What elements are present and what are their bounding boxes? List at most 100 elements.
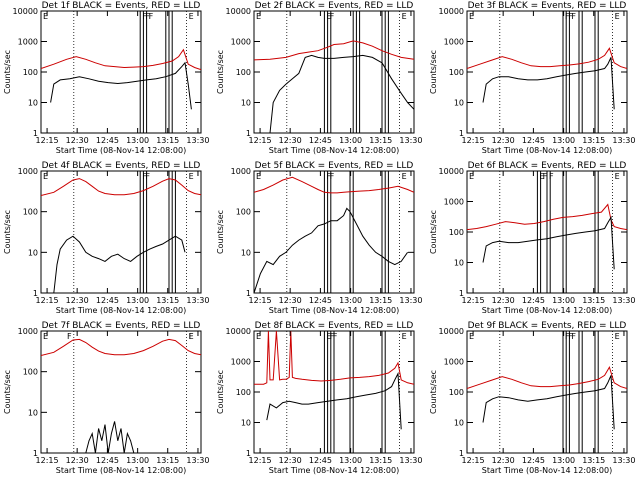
plot-frame (466, 330, 628, 454)
y-tick-label: 1 (33, 449, 38, 458)
x-axis-label: Start Time (08-Nov-14 12:08:00) (269, 146, 399, 155)
panel-title: Det 5f BLACK = Events, RED = LLD (255, 161, 414, 171)
y-axis-label: Counts/sec (3, 210, 12, 254)
bracket-label: E (189, 332, 194, 341)
x-tick-label: 12:15 (462, 296, 485, 305)
y-axis-label: Counts/sec (3, 370, 12, 414)
x-tick-label: 12:15 (36, 296, 59, 305)
y-tick-label: 1 (459, 449, 464, 458)
bracket-label: F (142, 12, 147, 21)
y-axis-label: Counts/sec (216, 210, 225, 254)
x-tick-label: 12:30 (492, 136, 515, 145)
x-tick-label: 13:00 (126, 296, 149, 305)
y-tick-label: 1000 (18, 327, 38, 336)
x-axis-label: Start Time (08-Nov-14 12:08:00) (269, 466, 399, 475)
bracket-label: E (326, 332, 331, 341)
lld-series-line (41, 178, 201, 196)
bracket-label: E (469, 12, 474, 21)
y-tick-label: 10000 (226, 7, 251, 16)
bracket-label: F (571, 12, 576, 21)
events-series-line (482, 57, 615, 110)
y-tick-label: 1000 (231, 167, 251, 176)
events-series-line (482, 375, 615, 430)
x-tick-label: 12:45 (96, 296, 119, 305)
events-series-line (50, 61, 192, 110)
y-tick-label: 10 (241, 99, 251, 108)
x-tick-label: 13:30 (186, 136, 209, 145)
plot-frame (466, 10, 628, 134)
lld-series-line (41, 338, 201, 356)
panel-title: Det 1f BLACK = Events, RED = LLD (42, 1, 201, 11)
x-tick-label: 12:15 (462, 456, 485, 465)
x-axis-label: Start Time (08-Nov-14 12:08:00) (482, 306, 612, 315)
x-tick-label: 12:45 (522, 296, 545, 305)
y-tick-label: 100 (236, 208, 251, 217)
events-series-line (53, 235, 186, 293)
bracket-label: F (568, 12, 573, 21)
x-tick-label: 12:30 (492, 296, 515, 305)
x-tick-label: 13:15 (369, 296, 392, 305)
y-tick-label: 100 (449, 68, 464, 77)
y-tick-label: 10000 (439, 7, 464, 16)
lld-series-line (254, 40, 414, 61)
bracket-label: E (189, 12, 194, 21)
y-tick-label: 100 (449, 388, 464, 397)
bracket-label: F (549, 172, 554, 181)
x-tick-label: 13:30 (399, 136, 422, 145)
bracket-label: E (615, 12, 620, 21)
x-tick-label: 13:30 (612, 456, 635, 465)
x-tick-label: 12:45 (522, 456, 545, 465)
panel-title: Det 9f BLACK = Events, RED = LLD (468, 321, 627, 331)
bracket-label: E (539, 172, 544, 181)
y-tick-label: 10 (28, 408, 38, 417)
y-tick-label: 10000 (226, 327, 251, 336)
bracket-label: F (565, 332, 570, 341)
bracket-label: E (43, 172, 48, 181)
x-axis-label: Start Time (08-Nov-14 12:08:00) (482, 146, 612, 155)
y-tick-label: 1 (33, 289, 38, 298)
y-tick-label: 100 (23, 208, 38, 217)
x-tick-label: 12:30 (492, 456, 515, 465)
y-tick-label: 10 (28, 248, 38, 257)
plot-frame (40, 170, 202, 294)
bracket-label: F (189, 332, 194, 341)
x-tick-label: 12:30 (66, 296, 89, 305)
y-tick-label: 100 (23, 68, 38, 77)
x-tick-label: 12:15 (249, 136, 272, 145)
panel-title: Det 6f BLACK = Events, RED = LLD (468, 161, 627, 171)
x-tick-label: 12:30 (66, 136, 89, 145)
y-axis-label: Counts/sec (429, 370, 438, 414)
x-tick-label: 13:15 (582, 296, 605, 305)
bracket-label: F (149, 12, 154, 21)
bracket-label: F (333, 332, 338, 341)
x-tick-label: 13:30 (186, 456, 209, 465)
bracket-label: E (256, 332, 261, 341)
lld-series-line (254, 176, 414, 194)
panel-title: Det 3f BLACK = Events, RED = LLD (468, 1, 627, 11)
y-axis-label: Counts/sec (429, 210, 438, 254)
events-series-line (254, 207, 409, 293)
x-tick-label: 12:45 (96, 456, 119, 465)
x-tick-label: 12:30 (279, 456, 302, 465)
y-tick-label: 1 (459, 289, 464, 298)
x-tick-label: 13:30 (612, 136, 635, 145)
y-tick-label: 10 (28, 99, 38, 108)
y-tick-label: 10 (241, 248, 251, 257)
x-tick-label: 13:00 (339, 136, 362, 145)
x-tick-label: 13:00 (126, 456, 149, 465)
x-tick-label: 13:15 (156, 136, 179, 145)
plot-frame (40, 330, 202, 454)
x-tick-label: 12:45 (522, 136, 545, 145)
plot-frame (253, 170, 415, 294)
x-tick-label: 13:00 (339, 456, 362, 465)
x-axis-label: Start Time (08-Nov-14 12:08:00) (56, 306, 186, 315)
y-tick-label: 1 (246, 449, 251, 458)
bracket-label: E (402, 172, 407, 181)
